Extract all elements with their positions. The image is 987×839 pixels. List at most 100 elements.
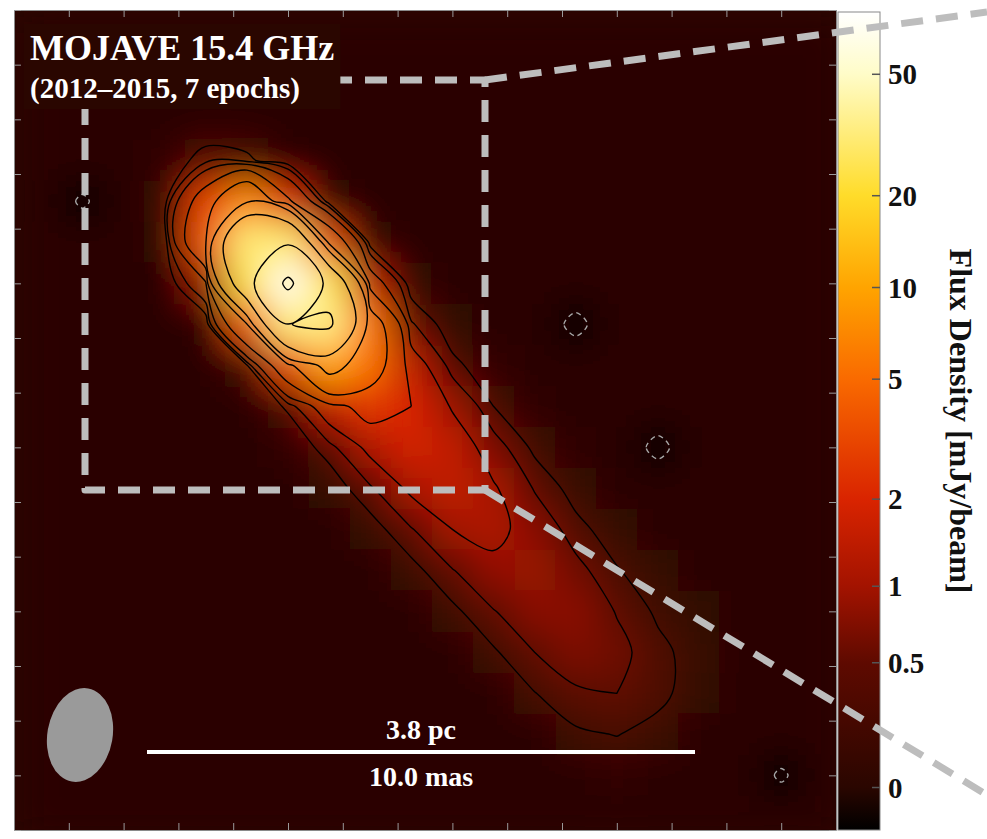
y-axis-right-tick — [829, 721, 836, 722]
x-axis-top-tick — [672, 10, 673, 17]
heatmap-cell — [761, 550, 803, 592]
heatmap-cell — [678, 632, 720, 674]
y-axis-left-tick — [14, 283, 21, 284]
y-axis-left-tick-mark — [14, 502, 21, 503]
y-axis-right-tick — [829, 229, 836, 230]
heatmap-cell — [802, 796, 836, 830]
contour — [165, 145, 676, 736]
heatmap-cell — [596, 99, 638, 141]
heatmap-cell — [309, 304, 351, 346]
heatmap-cell — [473, 550, 515, 592]
scale-bar-label: 3.8 pc — [386, 714, 456, 745]
heatmap-cell — [62, 550, 104, 592]
y-axis-left-tick-mark — [14, 557, 21, 558]
heatmap-cell — [473, 222, 515, 264]
heatmap-cell — [596, 222, 638, 264]
heatmap-cell — [309, 263, 351, 305]
heatmap-cell — [309, 591, 351, 633]
heatmap-cell — [350, 99, 392, 141]
heatmap-cell — [637, 468, 679, 510]
y-axis-right-tick-mark — [829, 775, 836, 776]
y-axis-right-tick-mark — [829, 229, 836, 230]
x-axis-top-tick-mark — [343, 10, 344, 17]
x-axis-top-tick — [726, 10, 727, 17]
heatmap-cell — [226, 550, 268, 592]
heatmap-cell — [555, 427, 597, 469]
x-axis-top-tick-mark — [124, 10, 125, 17]
heatmap-cell — [309, 755, 351, 797]
heatmap-cell — [144, 263, 186, 305]
heatmap-cell — [226, 796, 268, 830]
heatmap-cell — [185, 591, 227, 633]
x-axis-bottom-tick — [398, 823, 399, 830]
x-axis-top-tick-mark — [69, 10, 70, 17]
heatmap-cell — [761, 140, 803, 182]
x-axis-bottom-tick-mark — [124, 823, 125, 830]
heatmap-cell — [514, 345, 556, 387]
heatmap-cell — [514, 386, 556, 428]
heatmap-cell — [103, 796, 145, 830]
heatmap-cell — [267, 550, 309, 592]
heatmap-cell — [802, 468, 836, 510]
x-axis-top-tick — [124, 10, 125, 17]
x-axis-bottom-tick — [233, 823, 234, 830]
heatmap-cell — [596, 755, 638, 797]
heatmap-cell — [473, 632, 515, 674]
y-axis-right-tick — [829, 10, 836, 11]
heatmap-cell — [637, 263, 679, 305]
y-axis-right-tick-mark — [829, 393, 836, 394]
heatmap-cell — [596, 181, 638, 223]
x-axis-bottom-tick-mark — [343, 823, 344, 830]
colorbar-tick — [872, 74, 880, 76]
heatmap-cell — [761, 509, 803, 551]
y-axis-right-tick — [829, 557, 836, 558]
x-axis-top-tick — [233, 10, 234, 17]
x-axis-bottom-tick-mark — [617, 823, 618, 830]
heatmap-cell — [144, 673, 186, 715]
zoom-indicator — [85, 12, 987, 795]
heatmap-cell — [514, 304, 556, 346]
y-axis-left-tick — [14, 666, 21, 667]
heatmap-cell — [802, 386, 836, 428]
heatmap-cell — [103, 755, 145, 797]
heatmap-cell — [144, 796, 186, 830]
y-axis-right-tick — [829, 611, 836, 612]
x-axis-bottom-tick — [288, 823, 289, 830]
y-axis-left-tick — [14, 721, 21, 722]
heatmap-cell — [103, 181, 145, 223]
heatmap-cell — [761, 263, 803, 305]
heatmap-cell — [637, 755, 679, 797]
y-axis-right-tick-mark — [829, 338, 836, 339]
heatmap-cell — [473, 99, 515, 141]
heatmap-cell — [309, 796, 351, 830]
x-axis-top-tick-mark — [452, 10, 453, 17]
x-axis-top-tick-mark — [398, 10, 399, 17]
heatmap-cell — [596, 345, 638, 387]
heatmap-cell — [473, 755, 515, 797]
y-axis-left-tick — [14, 830, 21, 831]
heatmap-cell — [350, 427, 392, 469]
heatmap-cell — [103, 345, 145, 387]
y-axis-left-tick-mark — [14, 119, 21, 120]
heatmap-cell — [391, 673, 433, 715]
heatmap-cell — [391, 550, 433, 592]
heatmap-cell — [144, 140, 186, 182]
heatmap-cell — [103, 591, 145, 633]
heatmap-cell — [514, 181, 556, 223]
heatmap-cell — [514, 17, 556, 59]
heatmap-cell — [637, 345, 679, 387]
heatmap-cell — [103, 550, 145, 592]
y-axis-right-tick — [829, 502, 836, 503]
heatmap-cell — [802, 58, 836, 100]
heatmap-cell — [678, 140, 720, 182]
heatmap-cell — [267, 755, 309, 797]
heatmap-cell — [185, 427, 227, 469]
heatmap-cell — [432, 222, 474, 264]
heatmap-cell — [309, 714, 351, 756]
y-axis-left-tick — [14, 775, 21, 776]
heatmap-cell — [555, 386, 597, 428]
x-axis-top-tick — [452, 10, 453, 17]
colorbar-tick-label: 50 — [888, 58, 917, 90]
y-axis-left-tick-mark — [14, 666, 21, 667]
y-axis-right — [829, 11, 837, 831]
